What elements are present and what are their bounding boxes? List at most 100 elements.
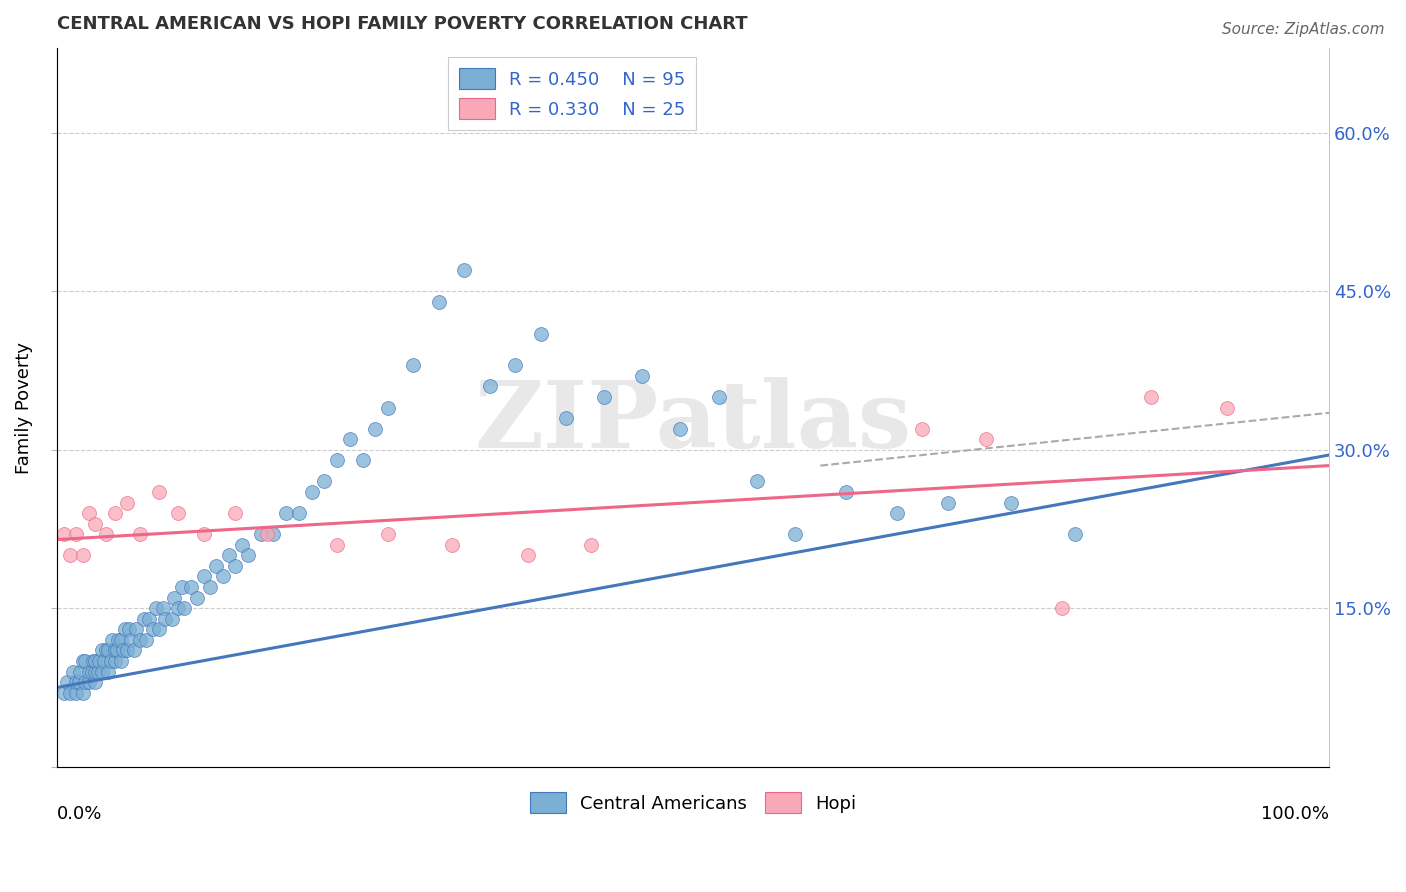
Point (180, 580, 202, 594)
Point (529, 326, 551, 341)
Point (170, 580, 193, 594)
Point (377, 527, 399, 541)
Point (707, 390, 730, 404)
Point (173, 601, 195, 615)
Text: CENTRAL AMERICAN VS HOPI FAMILY POVERTY CORRELATION CHART: CENTRAL AMERICAN VS HOPI FAMILY POVERTY … (58, 15, 748, 33)
Point (974, 432, 997, 446)
Point (163, 591, 186, 605)
Point (117, 643, 139, 657)
Point (427, 294, 450, 309)
Point (1000, 495, 1022, 509)
Point (84, 665, 107, 679)
Point (84, 654, 107, 668)
Point (52, 527, 75, 541)
Y-axis label: Family Poverty: Family Poverty (15, 342, 32, 474)
Point (90, 665, 112, 679)
Point (911, 422, 934, 436)
Point (114, 622, 136, 636)
Point (72, 549, 94, 563)
Point (198, 580, 221, 594)
Point (59, 549, 82, 563)
Point (117, 495, 139, 509)
Point (101, 632, 124, 647)
Point (132, 612, 155, 626)
Point (100, 654, 122, 668)
Point (129, 632, 152, 647)
Point (205, 558, 228, 573)
Point (152, 601, 174, 615)
Point (593, 390, 616, 404)
Point (1063, 527, 1085, 541)
Text: ZIPatlas: ZIPatlas (475, 377, 911, 467)
Point (231, 538, 253, 552)
Point (145, 601, 167, 615)
Point (155, 612, 177, 626)
Point (125, 622, 148, 636)
Point (1140, 390, 1163, 404)
Point (218, 549, 240, 563)
Point (65, 675, 87, 690)
Point (1050, 601, 1073, 615)
Point (440, 538, 463, 552)
Point (326, 538, 349, 552)
Point (301, 485, 323, 500)
Point (211, 569, 233, 583)
Point (263, 527, 285, 541)
Point (276, 506, 298, 520)
Text: 0.0%: 0.0% (58, 805, 103, 823)
Point (236, 549, 259, 563)
Point (122, 643, 145, 657)
Point (364, 422, 387, 436)
Point (65, 686, 87, 700)
Point (89, 654, 111, 668)
Point (193, 569, 215, 583)
Point (103, 506, 125, 520)
Point (503, 358, 526, 372)
Point (167, 601, 190, 615)
Point (167, 506, 190, 520)
Point (402, 358, 425, 372)
Point (80, 665, 103, 679)
Point (82, 654, 104, 668)
Point (478, 379, 501, 393)
Point (249, 527, 271, 541)
Point (110, 654, 132, 668)
Text: 100.0%: 100.0% (1261, 805, 1329, 823)
Point (87, 665, 110, 679)
Point (94, 527, 117, 541)
Point (288, 506, 311, 520)
Point (148, 622, 170, 636)
Point (886, 506, 908, 520)
Point (142, 622, 165, 636)
Point (186, 591, 208, 605)
Point (75, 675, 97, 690)
Point (936, 495, 959, 509)
Point (69, 665, 91, 679)
Legend: Central Americans, Hopi: Central Americans, Hopi (520, 783, 866, 822)
Point (352, 453, 374, 467)
Point (67, 675, 90, 690)
Point (117, 622, 139, 636)
Point (835, 485, 858, 500)
Point (326, 453, 349, 467)
Point (339, 432, 361, 446)
Point (224, 558, 246, 573)
Point (93, 654, 115, 668)
Point (110, 632, 132, 647)
Point (94, 643, 117, 657)
Point (783, 527, 806, 541)
Point (453, 263, 475, 277)
Point (135, 632, 157, 647)
Text: Source: ZipAtlas.com: Source: ZipAtlas.com (1222, 22, 1385, 37)
Point (314, 475, 336, 489)
Point (256, 527, 278, 541)
Point (84, 675, 107, 690)
Point (107, 632, 129, 647)
Point (77, 665, 100, 679)
Point (103, 643, 125, 657)
Point (112, 643, 135, 657)
Point (65, 527, 87, 541)
Point (224, 506, 246, 520)
Point (148, 485, 170, 500)
Point (669, 422, 692, 436)
